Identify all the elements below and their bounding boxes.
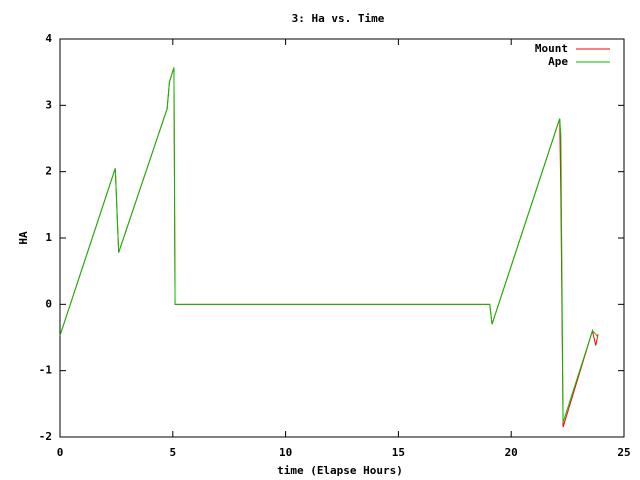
x-tick-label: 20 bbox=[505, 446, 518, 459]
x-tick-label: 10 bbox=[279, 446, 292, 459]
y-tick-label: 2 bbox=[45, 165, 52, 178]
y-tick-label: 4 bbox=[45, 32, 52, 45]
y-tick-label: 1 bbox=[45, 231, 52, 244]
y-tick-label: 3 bbox=[45, 98, 52, 111]
chart-title: 3: Ha vs. Time bbox=[292, 12, 385, 25]
x-axis-label: time (Elapse Hours) bbox=[277, 464, 403, 477]
x-tick-label: 15 bbox=[392, 446, 405, 459]
series-line bbox=[59, 67, 599, 423]
plot-frame bbox=[59, 38, 625, 438]
x-tick-label: 25 bbox=[617, 446, 630, 459]
y-tick-label: 0 bbox=[45, 297, 52, 310]
legend-label: Mount bbox=[535, 42, 568, 55]
y-tick-label: -1 bbox=[39, 364, 53, 377]
legend-label: Ape bbox=[548, 55, 568, 68]
y-axis-label: HA bbox=[17, 231, 30, 245]
x-tick-label: 0 bbox=[57, 446, 64, 459]
x-tick-label: 5 bbox=[169, 446, 176, 459]
y-tick-label: -2 bbox=[39, 430, 52, 443]
